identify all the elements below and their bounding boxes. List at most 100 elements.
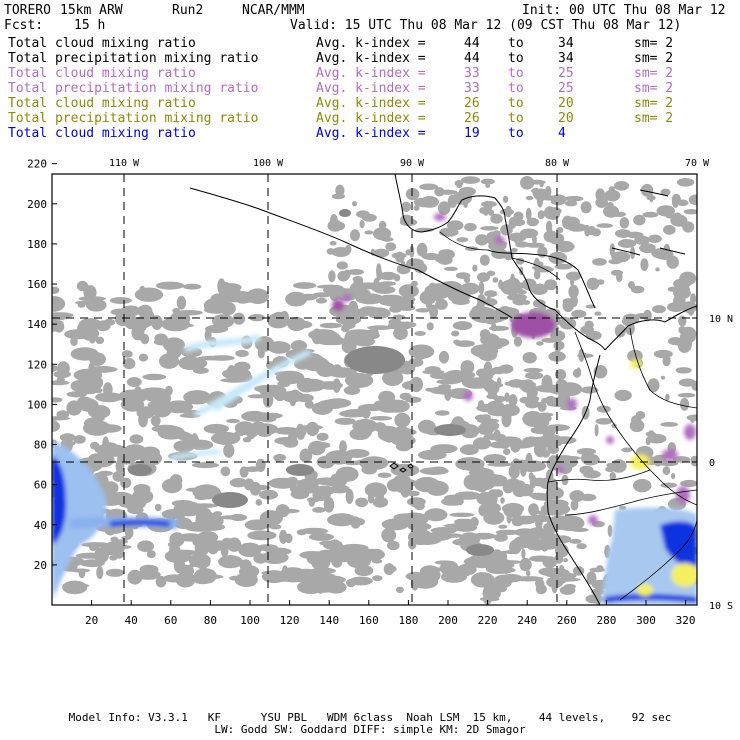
border [619,519,697,601]
cloud-patch [595,418,613,425]
cloud-patch [173,557,186,574]
cloud-patch [94,444,121,455]
legend-field: Total cloud mixing ratio [8,126,196,141]
cloud-patch [478,555,495,567]
cloud-patch [453,339,461,345]
cloud-patch [255,458,266,472]
cloud-patch [349,576,373,586]
x-tick-label: 100 [240,614,260,627]
cloud-patch [540,502,571,516]
cloud-patch [76,280,89,292]
cloud-patch [396,586,404,593]
cloud-patch [560,572,577,580]
cloud-patch [614,181,630,191]
run-label: Run2 [172,3,204,18]
cloud-patch [197,531,219,544]
cloud-patch [342,409,371,417]
cloud-patch [502,561,510,575]
coastline-peru [547,511,601,605]
cloud-patch [532,189,551,199]
cloud-patch [205,324,229,333]
cloud-patch [87,405,111,419]
cloud-patch [191,462,220,469]
cloud-patch [361,464,378,475]
cloud-patch [522,436,541,447]
cloud-patch [625,231,644,239]
cloud-patch [377,472,392,478]
cloud-patch [294,571,311,583]
latitude-label: 10 N [709,314,733,325]
cloud-patch [532,235,537,244]
cloud-patch [115,458,125,474]
cloud-patch [429,304,438,319]
cloud-patch [576,543,587,550]
purple-blob [556,466,564,474]
cloud-patch [595,197,608,208]
x-tick-label: 260 [557,614,577,627]
cloud-patch [79,559,105,568]
legend-sm: sm= 2 [634,81,674,96]
cloud-patch [378,221,387,230]
cloud-patch [166,347,182,359]
dark-cloud-patch [212,492,248,508]
cloud-patch [387,287,394,292]
cloud-patch [95,336,105,345]
cloud-patch [177,509,185,524]
cloud-patch [394,412,411,428]
cloud-patch [398,284,419,298]
legend-row: Total precipitation mixing ratio Avg. k-i… [8,51,728,66]
cloud-patch [537,412,554,417]
dark-cloud-patch [434,424,466,436]
legend-sm: sm= 2 [634,51,674,66]
cloud-patch [460,360,475,375]
cloud-patch [438,201,451,216]
cloud-patch [300,527,329,535]
legend-field: Total cloud mixing ratio [8,96,196,111]
cloud-patch [150,415,161,427]
cloud-patch [88,331,97,344]
cloud-patch [569,538,582,544]
legend-avg: Avg. k-index = [316,96,426,111]
legend-field: Total precipitation mixing ratio [8,81,259,96]
cloud-patch [419,183,439,191]
legend-to-word: to [508,66,524,81]
cloud-patch [138,353,149,362]
cloud-patch [486,393,499,400]
cloud-patch [323,497,335,513]
cloud-patch [77,396,92,405]
y-tick-label: 160 [27,278,47,291]
legend-to-word: to [508,126,524,141]
cloud-patch [526,570,531,577]
cloud-patch [609,243,615,257]
cloud-patch [73,435,86,444]
cloud-patch [372,575,383,582]
cloud-patch [560,388,568,396]
galapagos-islands [389,462,414,473]
legend-to: 34 [558,36,574,51]
cloud-patch [430,444,458,454]
cloud-patch [538,567,561,576]
cloud-patch [502,195,509,203]
moisture-overlays [52,213,697,605]
cloud-patch [622,313,640,325]
cloud-patch [52,365,58,372]
light-blue-streak [213,357,292,413]
cloud-patch [247,394,269,399]
cloud-patch [329,240,337,246]
purple-blob [463,391,473,401]
cloud-patch [589,567,606,573]
cloud-patch [690,415,696,423]
cloud-patch [433,290,444,302]
cloud-patch [373,227,392,241]
cloud-patch [317,399,346,410]
cloud-patch [424,366,441,373]
cloud-patch [282,437,299,448]
cloud-patch [571,527,589,533]
cloud-patch [367,404,374,410]
purple-blob [495,236,505,244]
cloud-patch [319,322,342,329]
legend-field: Total cloud mixing ratio [8,66,196,81]
cloud-patch [691,381,697,391]
cloud-patch [520,176,535,190]
